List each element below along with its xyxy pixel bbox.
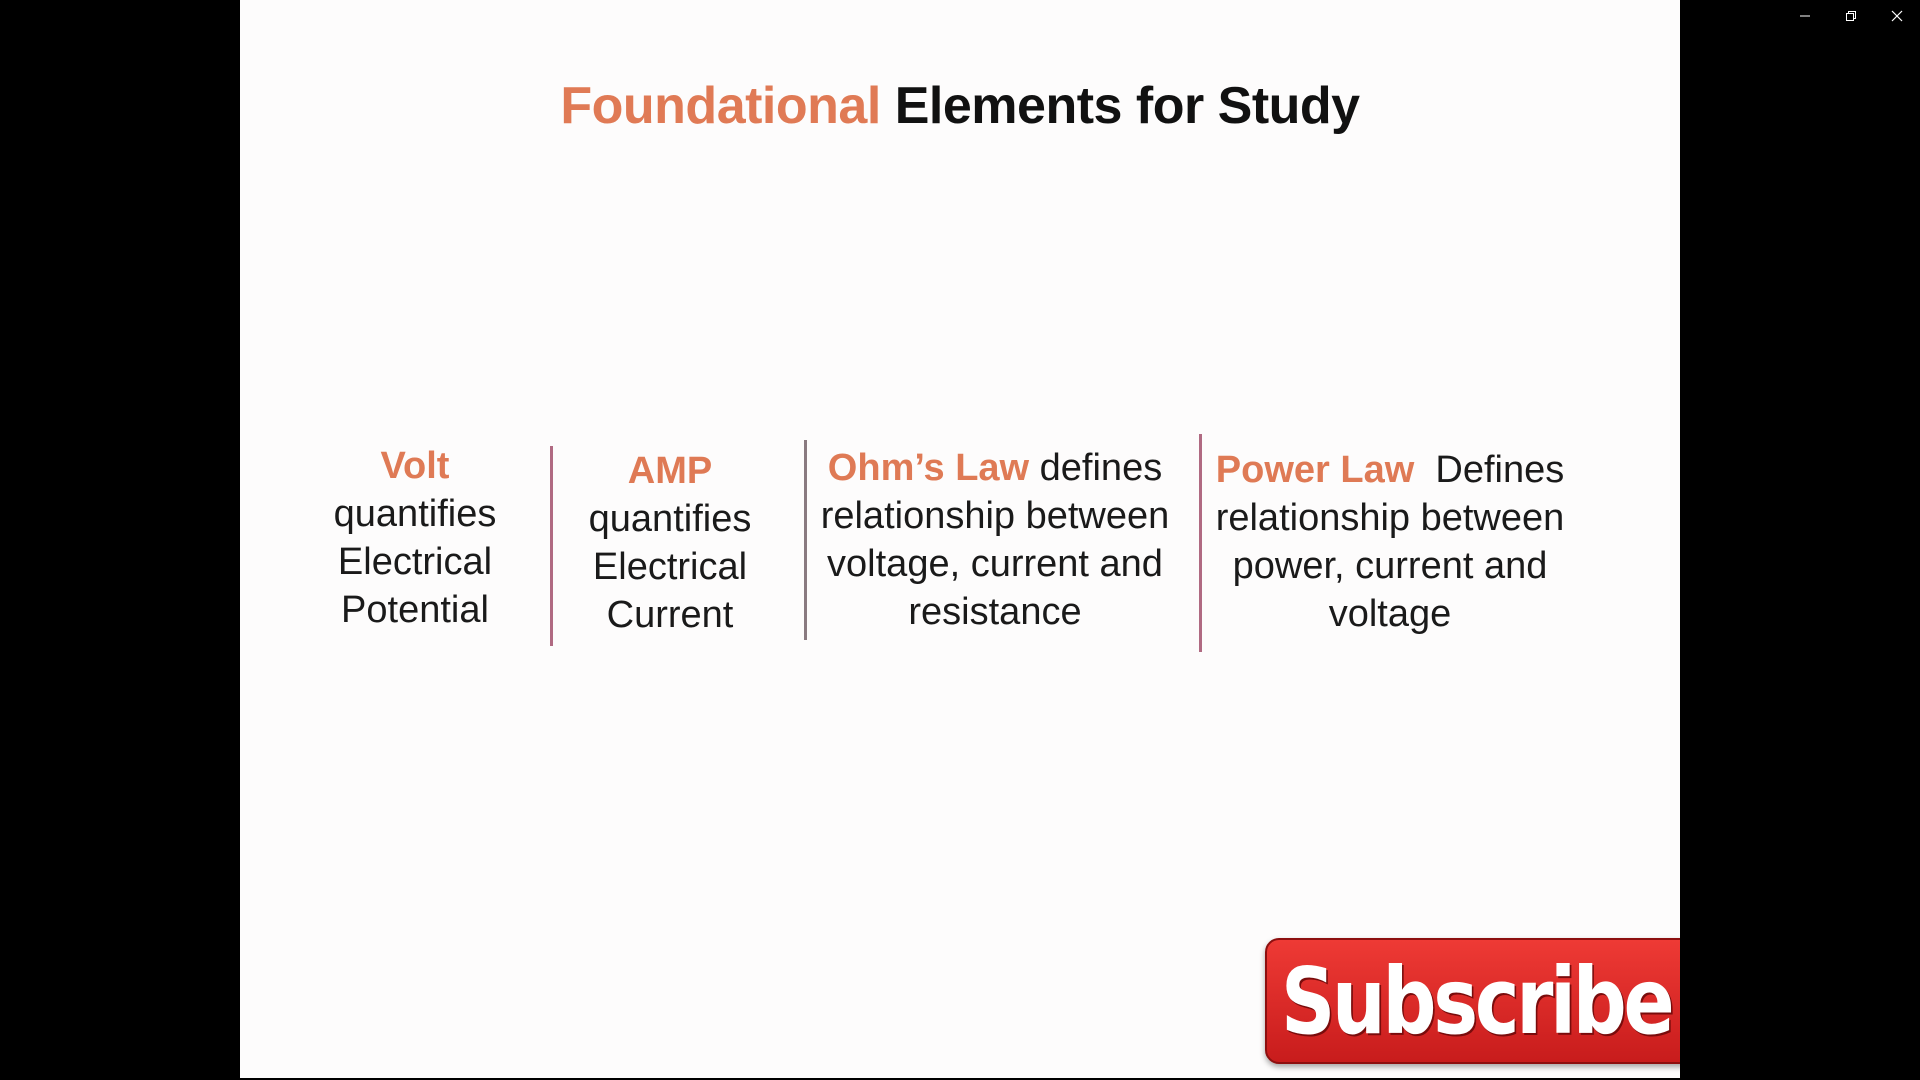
concept-ohms-law: Ohm’s Law defines relationship between v… [810, 444, 1180, 636]
concept-line: power, current and [1232, 545, 1548, 587]
concept-line: voltage, current and [827, 543, 1163, 585]
restore-icon [1845, 10, 1857, 22]
concept-line: Current [606, 594, 734, 636]
concept-line: Electrical [337, 541, 493, 583]
concept-line: resistance [908, 591, 1082, 633]
column-divider [1199, 434, 1202, 652]
concept-line: quantifies [333, 493, 497, 535]
concept-line: Potential [341, 589, 489, 631]
minimize-icon [1799, 10, 1811, 22]
concept-term: Power Law [1215, 449, 1415, 491]
concept-line: Electrical [592, 546, 748, 588]
video-frame-slide[interactable]: Foundational Elements for Study Volt qua… [240, 0, 1680, 1078]
concept-line: quantifies [588, 498, 752, 540]
concept-term: Ohm’s Law [827, 447, 1030, 489]
slide-title: Foundational Elements for Study [240, 76, 1680, 136]
subscribe-label: Subscribe [1281, 947, 1675, 1055]
column-divider [550, 446, 553, 646]
concept-term: Volt [380, 445, 450, 487]
slide-title-accent: Foundational [560, 77, 881, 135]
window-controls [1782, 0, 1920, 32]
column-divider [804, 440, 807, 640]
subscribe-button[interactable]: Subscribe [1265, 938, 1680, 1064]
concept-term: AMP [627, 450, 713, 492]
concept-volt: Volt quantifies Electrical Potential [330, 442, 500, 634]
concept-line: relationship between [820, 495, 1170, 537]
concept-power-law: Power Law Defines relationship between p… [1205, 446, 1575, 638]
close-button[interactable] [1874, 0, 1920, 32]
close-icon [1891, 10, 1903, 22]
concept-columns: Volt quantifies Electrical Potential AMP… [240, 432, 1680, 662]
concept-term-suffix: Defines [1414, 449, 1565, 491]
concept-line: relationship between [1215, 497, 1565, 539]
minimize-button[interactable] [1782, 0, 1828, 32]
slide-title-rest: Elements for Study [894, 77, 1360, 135]
restore-button[interactable] [1828, 0, 1874, 32]
concept-term-suffix: defines [1029, 447, 1163, 489]
concept-line: voltage [1328, 593, 1452, 635]
concept-amp: AMP quantifies Electrical Current [580, 447, 760, 639]
